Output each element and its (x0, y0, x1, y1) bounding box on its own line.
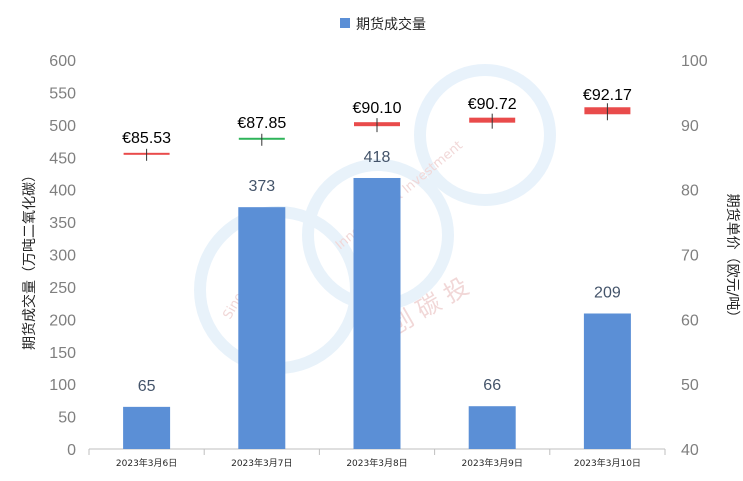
y2-tick-label: 60 (681, 312, 699, 329)
legend-label: 期货成交量 (356, 16, 426, 33)
y-tick-label: 550 (49, 85, 76, 102)
y2-tick-label: 40 (681, 442, 699, 459)
legend: 期货成交量 (340, 16, 426, 33)
legend-swatch (340, 18, 350, 28)
y-tick-label: 350 (49, 215, 76, 232)
price-data-label: €92.17 (583, 87, 632, 104)
y2-tick-label: 90 (681, 118, 699, 135)
y-tick-label: 400 (49, 183, 76, 200)
y2-tick-label: 50 (681, 377, 699, 394)
y2-tick-label: 100 (681, 53, 708, 70)
volume-bar (123, 406, 171, 449)
y-tick-label: 0 (67, 442, 76, 459)
volume-data-label: 65 (138, 378, 156, 395)
y2-axis-title: 期货单价（欧元/吨） (724, 194, 741, 325)
x-tick-label: 2023年3月10日 (574, 457, 641, 469)
volume-data-label: 66 (483, 377, 501, 394)
price-data-label: €87.85 (237, 115, 286, 132)
y-tick-label: 200 (49, 312, 76, 329)
y-tick-label: 50 (58, 410, 76, 427)
y-tick-label: 250 (49, 280, 76, 297)
y-axis-title: 期货成交量（万吨二氧化碳） (21, 168, 38, 350)
y-tick-label: 100 (49, 377, 76, 394)
price-data-label: €90.10 (353, 100, 402, 117)
y-tick-label: 450 (49, 150, 76, 167)
volume-bar (468, 406, 516, 449)
volume-bar (583, 313, 631, 449)
y-tick-label: 500 (49, 118, 76, 135)
volume-bar (238, 207, 286, 449)
volume-bar (353, 177, 401, 449)
y2-tick-label: 70 (681, 248, 699, 265)
y-tick-label: 600 (49, 53, 76, 70)
x-tick-label: 2023年3月6日 (116, 457, 177, 469)
price-data-label: €90.72 (468, 96, 517, 113)
volume-data-label: 418 (364, 149, 391, 166)
y2-tick-label: 80 (681, 183, 699, 200)
x-tick-label: 2023年3月8日 (346, 457, 407, 469)
y-tick-label: 150 (49, 345, 76, 362)
x-tick-label: 2023年3月7日 (231, 457, 292, 469)
volume-data-label: 373 (248, 178, 275, 195)
volume-data-label: 209 (594, 284, 621, 301)
y-tick-label: 300 (49, 248, 76, 265)
x-tick-label: 2023年3月9日 (462, 457, 523, 469)
price-data-label: €85.53 (122, 130, 171, 147)
